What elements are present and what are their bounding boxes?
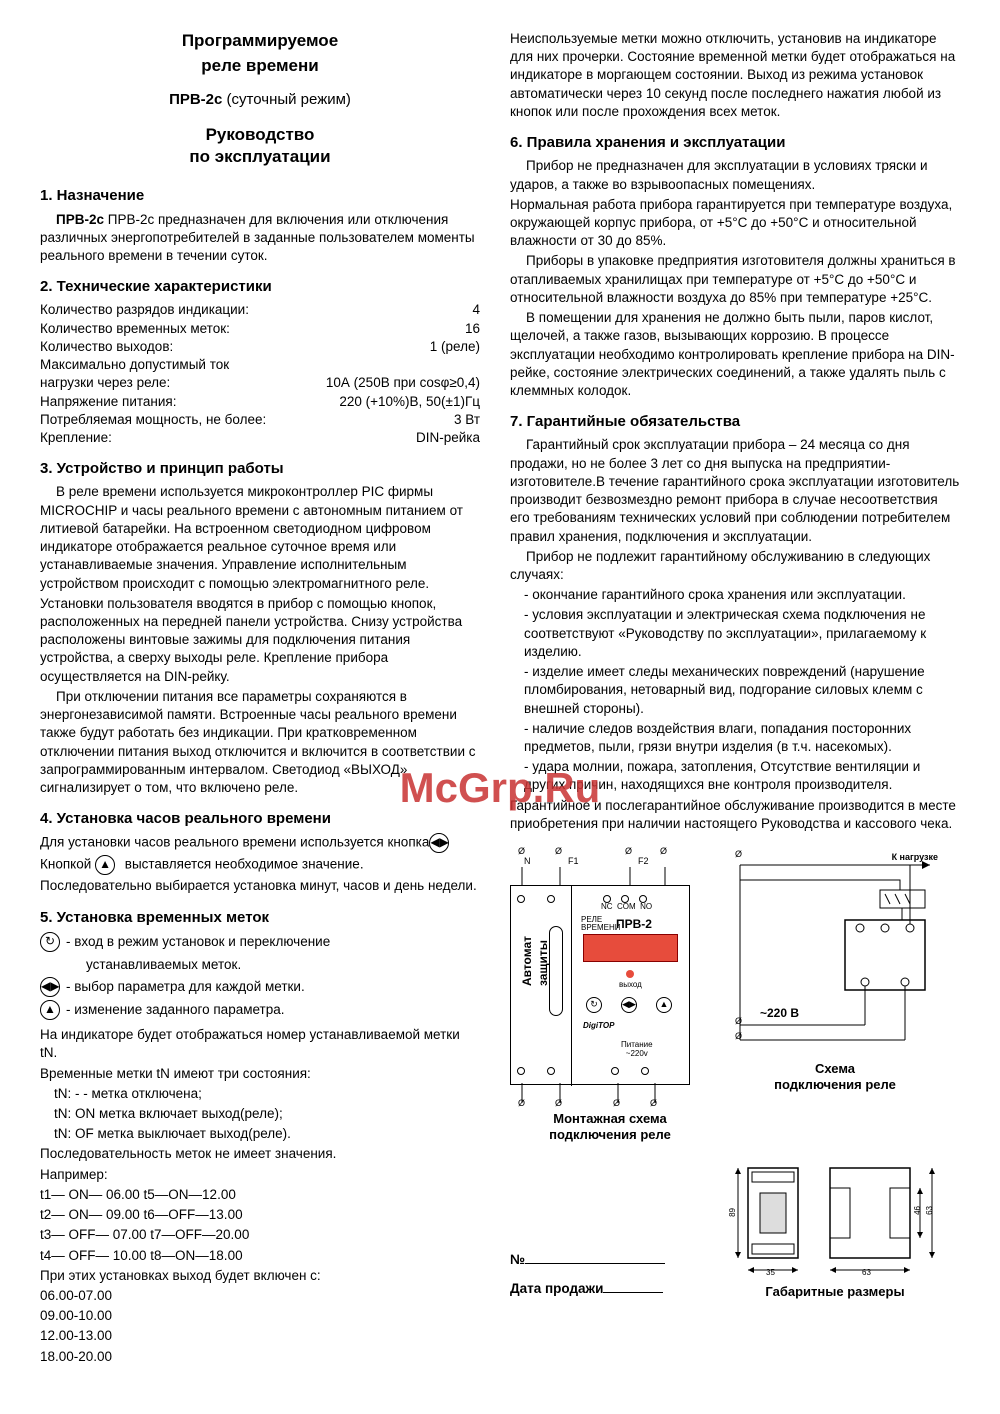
- section-5-heading: 5. Установка временных меток: [40, 908, 480, 928]
- leftright-icon: ◀▶: [40, 977, 60, 997]
- s3-p1: В реле времени используется микроконтрол…: [40, 483, 480, 592]
- right-top: Неиспользуемые метки можно отключить, ус…: [510, 30, 960, 121]
- section-1-body: ПРВ-2с ПРВ-2с предназначен для включения…: [40, 211, 480, 266]
- leftright-icon: ◀▶: [429, 833, 449, 853]
- spec-table: Количество разрядов индикации:4 Количест…: [40, 301, 480, 447]
- s4-p1b: Кнопкой ▲ выставляется необходимое значе…: [40, 855, 480, 875]
- serial-block: № Дата продажи: [510, 1221, 710, 1299]
- s5-icon1: ↻ - вход в режим установок и переключени…: [40, 932, 480, 952]
- section-2-heading: 2. Технические характеристики: [40, 277, 480, 297]
- manual-heading: Руководствопо эксплуатации: [40, 124, 480, 168]
- s5-p1: На индикаторе будет отображаться номер у…: [40, 1026, 480, 1062]
- mounting-diagram: Ø Ø Ø Ø N F1 F2: [510, 845, 710, 1144]
- up-icon: ▲: [40, 1000, 60, 1020]
- loop-icon: ↻: [40, 932, 60, 952]
- wiring-diagram: Ø К нагрузке Ø Ø ~220 В Схемаподключения…: [730, 845, 940, 1094]
- up-icon: ▲: [95, 855, 115, 875]
- section-7-heading: 7. Гарантийные обязательства: [510, 412, 960, 432]
- s4-p2: Последовательно выбирается установка мин…: [40, 877, 480, 895]
- s5-icon3: ▲ - изменение заданного параметра.: [40, 1000, 480, 1020]
- section-3-heading: 3. Устройство и принцип работы: [40, 459, 480, 479]
- section-4-heading: 4. Установка часов реального времени: [40, 809, 480, 829]
- section-6-heading: 6. Правила хранения и эксплуатации: [510, 133, 960, 153]
- s4-p1: Для установки часов реального времени ис…: [40, 833, 480, 853]
- section-1-heading: 1. Назначение: [40, 186, 480, 206]
- s3-p3: При отключении питания все параметры сох…: [40, 688, 480, 797]
- diagrams: Ø Ø Ø Ø N F1 F2: [510, 845, 960, 1300]
- s5-p2: Временные метки tN имеют три состояния:: [40, 1065, 480, 1083]
- left-column: Программируемое реле времени ПРВ-2с (сут…: [40, 30, 480, 1368]
- s3-p2: Установки пользователя вводятся в прибор…: [40, 595, 480, 686]
- title-line1: Программируемое: [40, 30, 480, 53]
- subtitle: ПРВ-2с (суточный режим): [40, 90, 480, 110]
- dimensions-diagram: 35 63 89 46 63 Габаритные размеры: [730, 1158, 940, 1300]
- s5-icon2: ◀▶ - выбор параметра для каждой метки.: [40, 977, 480, 997]
- title-line2: реле времени: [40, 55, 480, 78]
- right-column: Неиспользуемые метки можно отключить, ус…: [510, 30, 960, 1368]
